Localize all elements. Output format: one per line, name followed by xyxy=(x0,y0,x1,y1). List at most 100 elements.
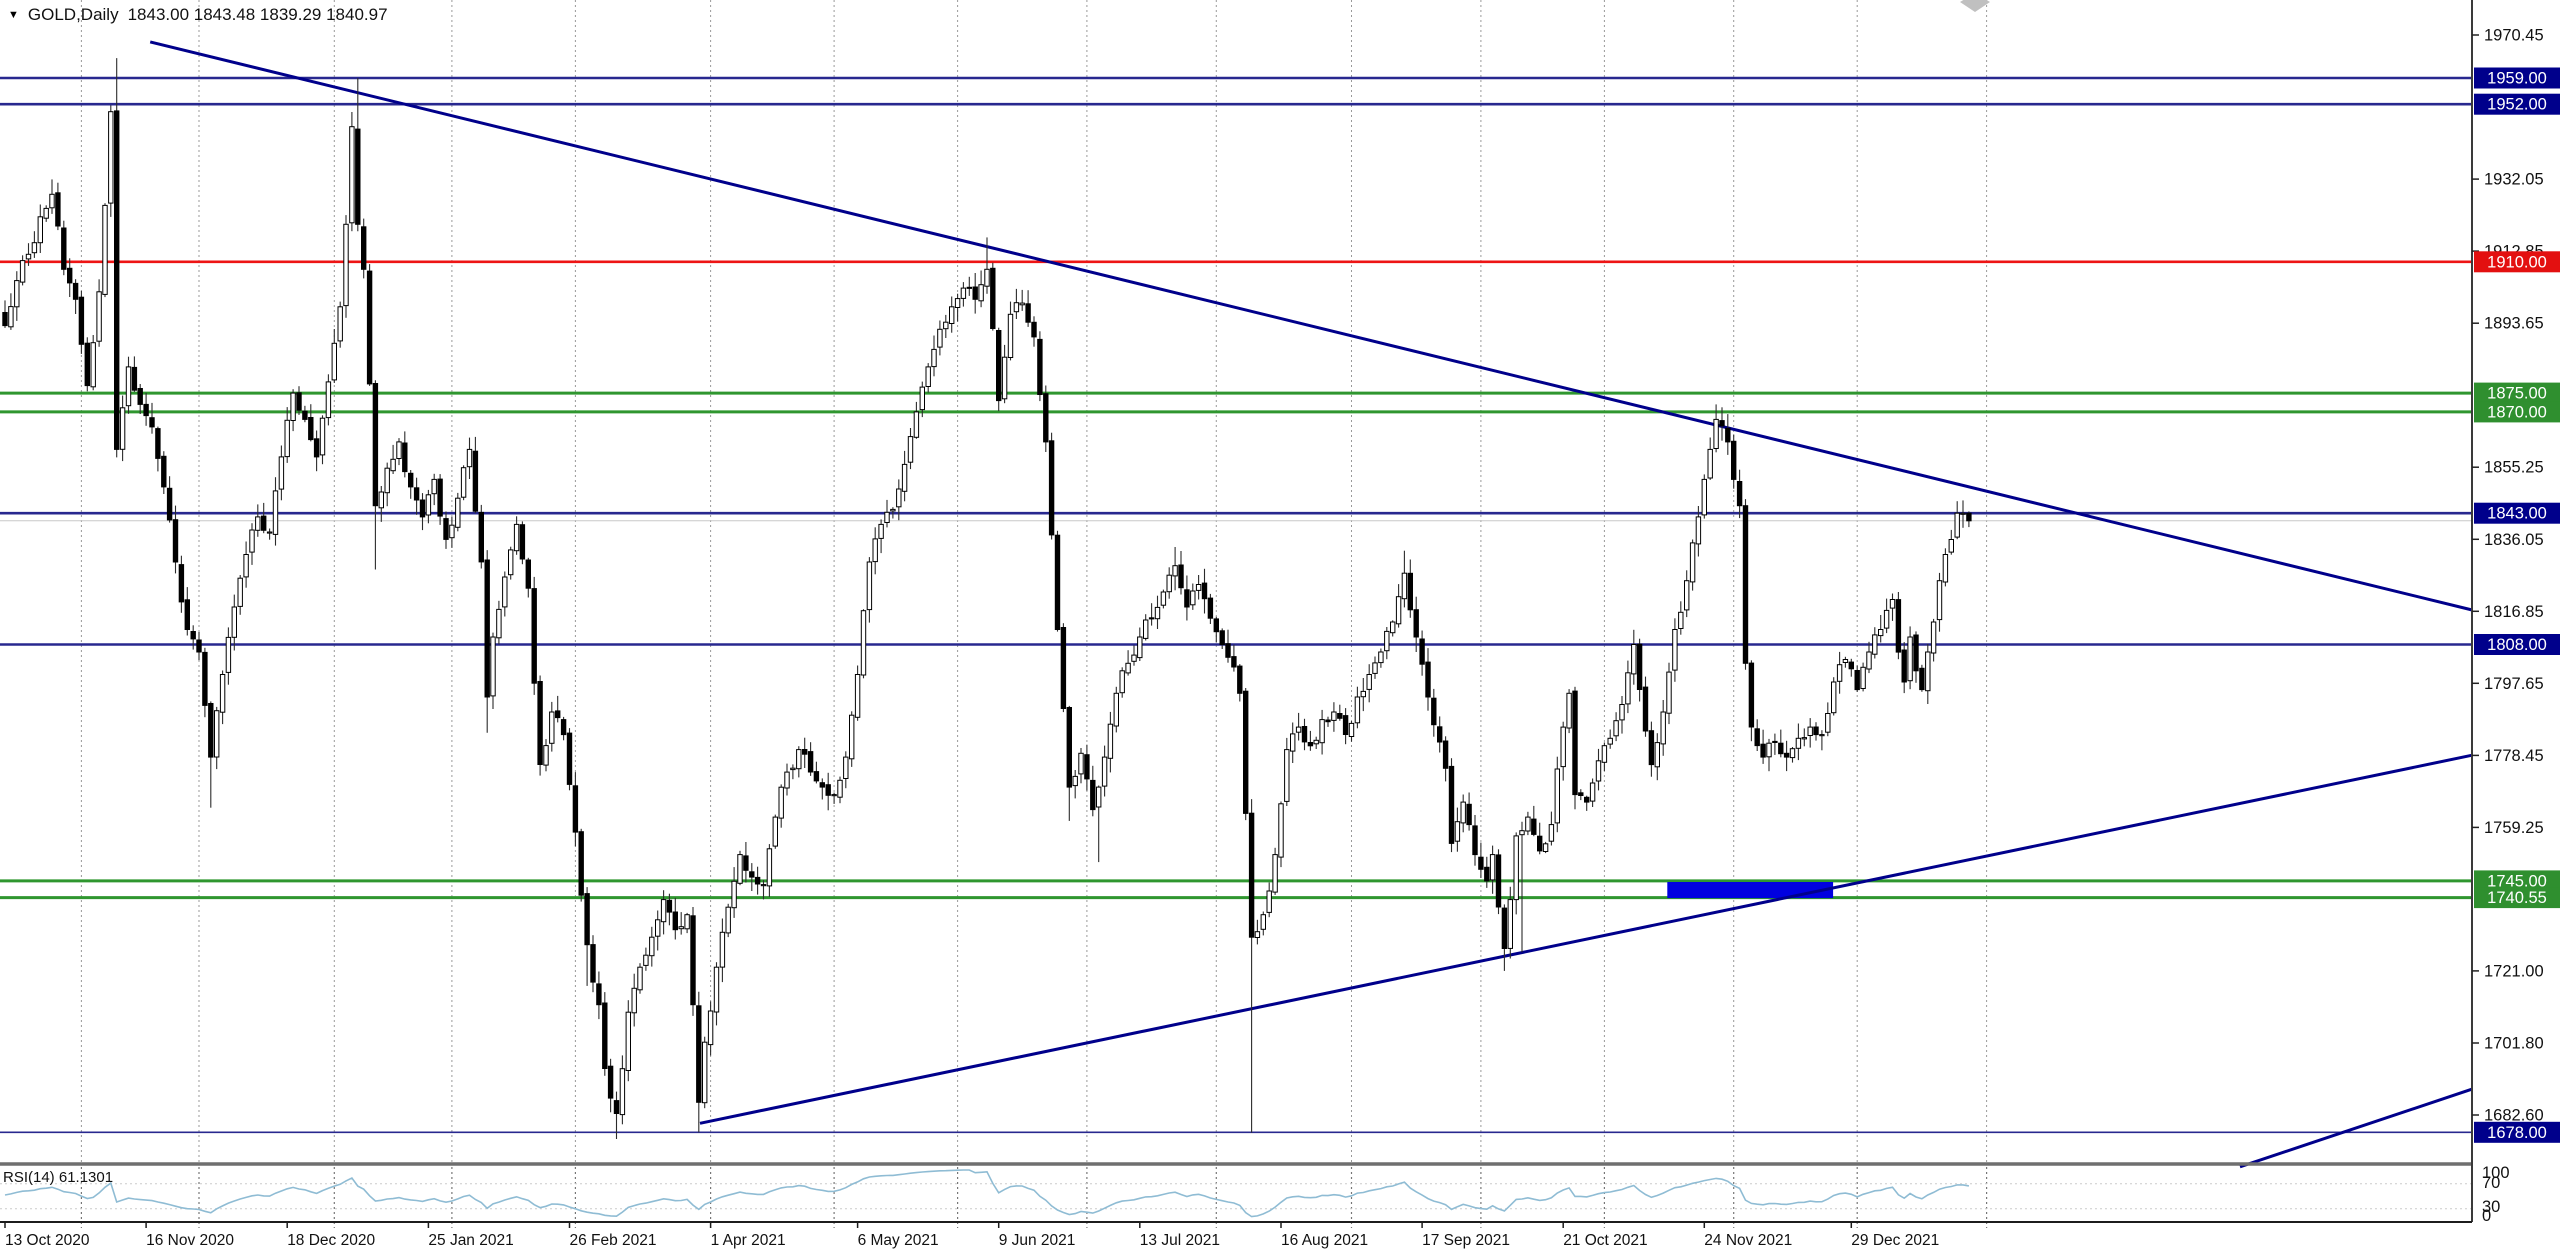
candle xyxy=(1060,623,1067,713)
candle xyxy=(378,486,385,522)
candle xyxy=(143,392,149,426)
rsi-scale-label: 0 xyxy=(2482,1207,2491,1225)
candle xyxy=(890,507,896,519)
candle xyxy=(1278,801,1284,868)
gray-diamond-marker[interactable] xyxy=(1960,0,1990,12)
candle xyxy=(1354,686,1361,729)
candle xyxy=(55,182,61,231)
candle xyxy=(372,380,379,570)
candle xyxy=(1113,686,1119,733)
candle xyxy=(1425,648,1431,711)
candle xyxy=(431,473,437,506)
candle xyxy=(119,395,126,462)
candle xyxy=(214,706,220,770)
candle xyxy=(1807,718,1813,748)
candle xyxy=(866,557,873,623)
candle xyxy=(854,665,861,721)
date-tick-label: 26 Feb 2021 xyxy=(570,1232,657,1249)
candle xyxy=(202,647,208,718)
candle xyxy=(272,477,279,546)
candle xyxy=(296,386,302,415)
candle xyxy=(78,290,85,354)
candle xyxy=(1325,716,1331,727)
svg-text:1745.00: 1745.00 xyxy=(2487,872,2547,890)
date-tick-label: 21 Oct 2021 xyxy=(1563,1232,1647,1249)
candle xyxy=(1478,842,1484,878)
lower-ascending-trendline[interactable] xyxy=(2239,1087,2473,1169)
candle xyxy=(707,1001,714,1056)
candle xyxy=(1719,407,1725,441)
candle xyxy=(1431,688,1437,737)
candle xyxy=(1607,729,1613,749)
candle xyxy=(1742,499,1749,670)
price-badge: 1843.00 xyxy=(2474,502,2560,524)
candle xyxy=(572,772,579,847)
candle xyxy=(443,511,449,549)
candle xyxy=(1019,289,1025,311)
candle xyxy=(1348,721,1355,742)
candle xyxy=(131,356,138,392)
candle xyxy=(1260,911,1266,936)
svg-text:1740.55: 1740.55 xyxy=(2487,889,2547,907)
candle xyxy=(108,105,114,217)
candle xyxy=(460,465,467,501)
price-badge: 1745.00 xyxy=(2474,870,2560,892)
candle xyxy=(1595,748,1602,791)
candle xyxy=(1160,589,1167,609)
highlight-rectangle[interactable] xyxy=(1667,882,1834,899)
candle xyxy=(1878,615,1884,643)
candle xyxy=(355,78,361,232)
candle xyxy=(1025,290,1031,327)
candle xyxy=(725,903,731,938)
candle xyxy=(672,897,678,940)
candle xyxy=(172,505,179,574)
price-badge: 1875.00 xyxy=(2474,382,2560,404)
candle xyxy=(408,470,414,499)
candle xyxy=(549,701,555,752)
candle xyxy=(1043,385,1049,452)
candle xyxy=(1848,658,1854,677)
price-tick-label: 1893.65 xyxy=(2484,315,2544,333)
candle xyxy=(1172,547,1178,591)
candle xyxy=(237,575,243,615)
candle xyxy=(25,243,32,266)
candle xyxy=(1654,733,1660,781)
candle xyxy=(919,381,925,418)
candle xyxy=(1360,678,1366,712)
candle xyxy=(1889,593,1896,621)
candle xyxy=(166,476,173,523)
candle xyxy=(1925,643,1931,704)
candle xyxy=(831,792,837,804)
candle xyxy=(1695,506,1702,557)
candle xyxy=(1825,702,1831,737)
candle xyxy=(1137,627,1143,661)
candle xyxy=(1631,629,1637,685)
candle xyxy=(949,296,955,333)
candle xyxy=(1666,662,1672,725)
candle xyxy=(1819,730,1825,751)
candle xyxy=(749,863,755,891)
candle xyxy=(472,436,479,514)
candle xyxy=(1090,765,1096,817)
candle xyxy=(772,814,778,849)
candle xyxy=(1907,626,1913,690)
candle xyxy=(1466,792,1472,831)
candle xyxy=(1284,737,1290,806)
candle xyxy=(1066,705,1072,821)
candle xyxy=(1101,745,1108,797)
price-tick-label: 1836.05 xyxy=(2484,531,2544,549)
candle xyxy=(319,415,326,465)
candle xyxy=(913,401,920,439)
candle xyxy=(508,546,514,580)
candle xyxy=(943,314,949,338)
descending-resistance-trendline[interactable] xyxy=(149,40,2473,612)
date-tick-label: 25 Jan 2021 xyxy=(428,1232,513,1249)
candle xyxy=(602,992,608,1076)
candle xyxy=(184,587,191,636)
candle xyxy=(966,276,972,296)
price-tick-label: 1816.85 xyxy=(2484,603,2544,621)
collapse-triangle-icon[interactable]: ▼ xyxy=(8,8,19,21)
candle xyxy=(1689,539,1696,591)
ascending-support-trendline[interactable] xyxy=(699,753,2473,1125)
